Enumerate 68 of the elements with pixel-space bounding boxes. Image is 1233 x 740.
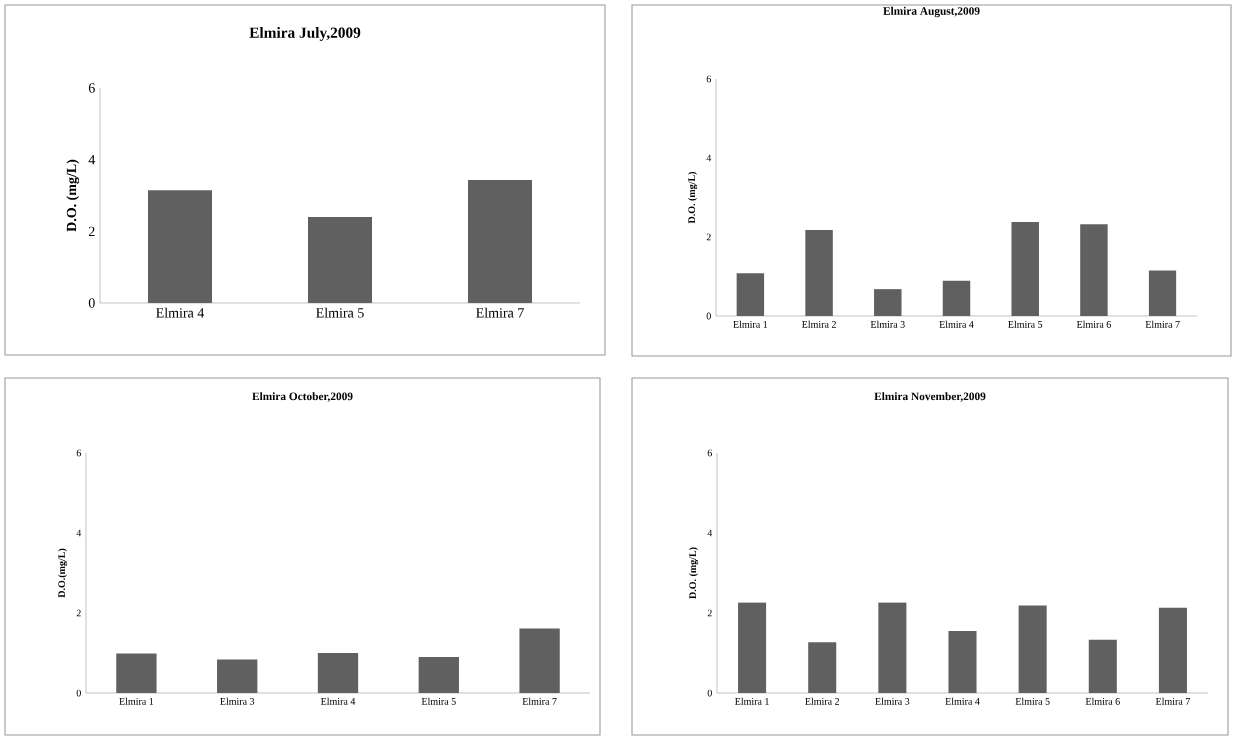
y-tick-label: 4 (707, 529, 713, 537)
y-tick-label: 6 (76, 449, 81, 457)
bar (878, 602, 907, 693)
y-tick-label: 0 (76, 689, 81, 697)
x-tick-label: Elmira 5 (1008, 320, 1043, 328)
y-tick-label: 0 (707, 689, 712, 697)
bar (317, 653, 359, 693)
y-tick-label: 0 (88, 298, 95, 308)
bar (308, 217, 372, 303)
chart-title: Elmira October,2009 (252, 392, 353, 402)
bar (1158, 607, 1187, 693)
bar (148, 190, 212, 303)
bar (1011, 221, 1039, 316)
y-axis-title: D.O. (mg/L) (66, 159, 80, 232)
chart-title: Elmira November,2009 (874, 392, 986, 402)
y-axis-title: D.O. (mg/L) (687, 171, 698, 224)
y-tick-label: 2 (707, 609, 712, 617)
x-tick-label: Elmira 3 (875, 697, 910, 705)
y-axis-title: D.O.(mg/L) (57, 548, 68, 598)
y-tick-label: 6 (707, 449, 712, 457)
x-tick-label: Elmira 5 (316, 307, 364, 318)
bar (468, 180, 533, 303)
y-tick-label: 6 (706, 75, 711, 83)
bar (738, 602, 767, 693)
bar (418, 657, 459, 693)
bar (808, 642, 837, 693)
x-tick-label: Elmira 4 (945, 697, 980, 705)
bar (1088, 639, 1117, 693)
bar (519, 628, 560, 693)
x-tick-label: Elmira 5 (421, 697, 456, 705)
x-tick-label: Elmira 7 (476, 307, 524, 318)
x-tick-label: Elmira 2 (805, 697, 840, 705)
y-tick-label: 2 (76, 609, 81, 617)
y-tick-label: 4 (706, 154, 712, 162)
y-axis-title: D.O. (mg/L) (688, 547, 699, 599)
bar (1080, 224, 1108, 316)
x-tick-label: Elmira 3 (870, 320, 905, 328)
x-tick-label: Elmira 2 (802, 320, 836, 328)
x-tick-label: Elmira 4 (320, 697, 356, 705)
chart-title: Elmira July,2009 (249, 27, 361, 41)
bar (874, 289, 902, 316)
y-tick-label: 4 (76, 529, 82, 537)
bar (217, 659, 258, 693)
y-tick-label: 6 (88, 83, 95, 93)
x-tick-label: Elmira 7 (1155, 697, 1190, 705)
x-tick-label: Elmira 7 (1145, 320, 1180, 328)
bar (736, 273, 765, 316)
bar (942, 280, 971, 316)
x-tick-label: Elmira 5 (1015, 697, 1050, 705)
x-tick-label: Elmira 4 (156, 307, 205, 318)
x-tick-label: Elmira 7 (522, 697, 557, 705)
x-tick-label: Elmira 6 (1085, 697, 1120, 705)
y-tick-label: 4 (88, 155, 96, 165)
bar (805, 229, 833, 316)
bar (1018, 605, 1047, 693)
bar (116, 653, 157, 693)
x-tick-label: Elmira 1 (119, 697, 154, 705)
x-tick-label: Elmira 4 (939, 320, 974, 328)
y-tick-label: 2 (706, 233, 711, 241)
y-tick-label: 0 (706, 312, 711, 320)
bar (948, 631, 977, 693)
bar (1148, 270, 1177, 316)
x-tick-label: Elmira 1 (733, 320, 768, 328)
chart-title: Elmira August,2009 (883, 6, 980, 18)
y-tick-label: 2 (88, 226, 95, 236)
x-tick-label: Elmira 1 (735, 697, 769, 705)
x-tick-label: Elmira 6 (1076, 320, 1111, 328)
x-tick-label: Elmira 3 (220, 697, 255, 705)
